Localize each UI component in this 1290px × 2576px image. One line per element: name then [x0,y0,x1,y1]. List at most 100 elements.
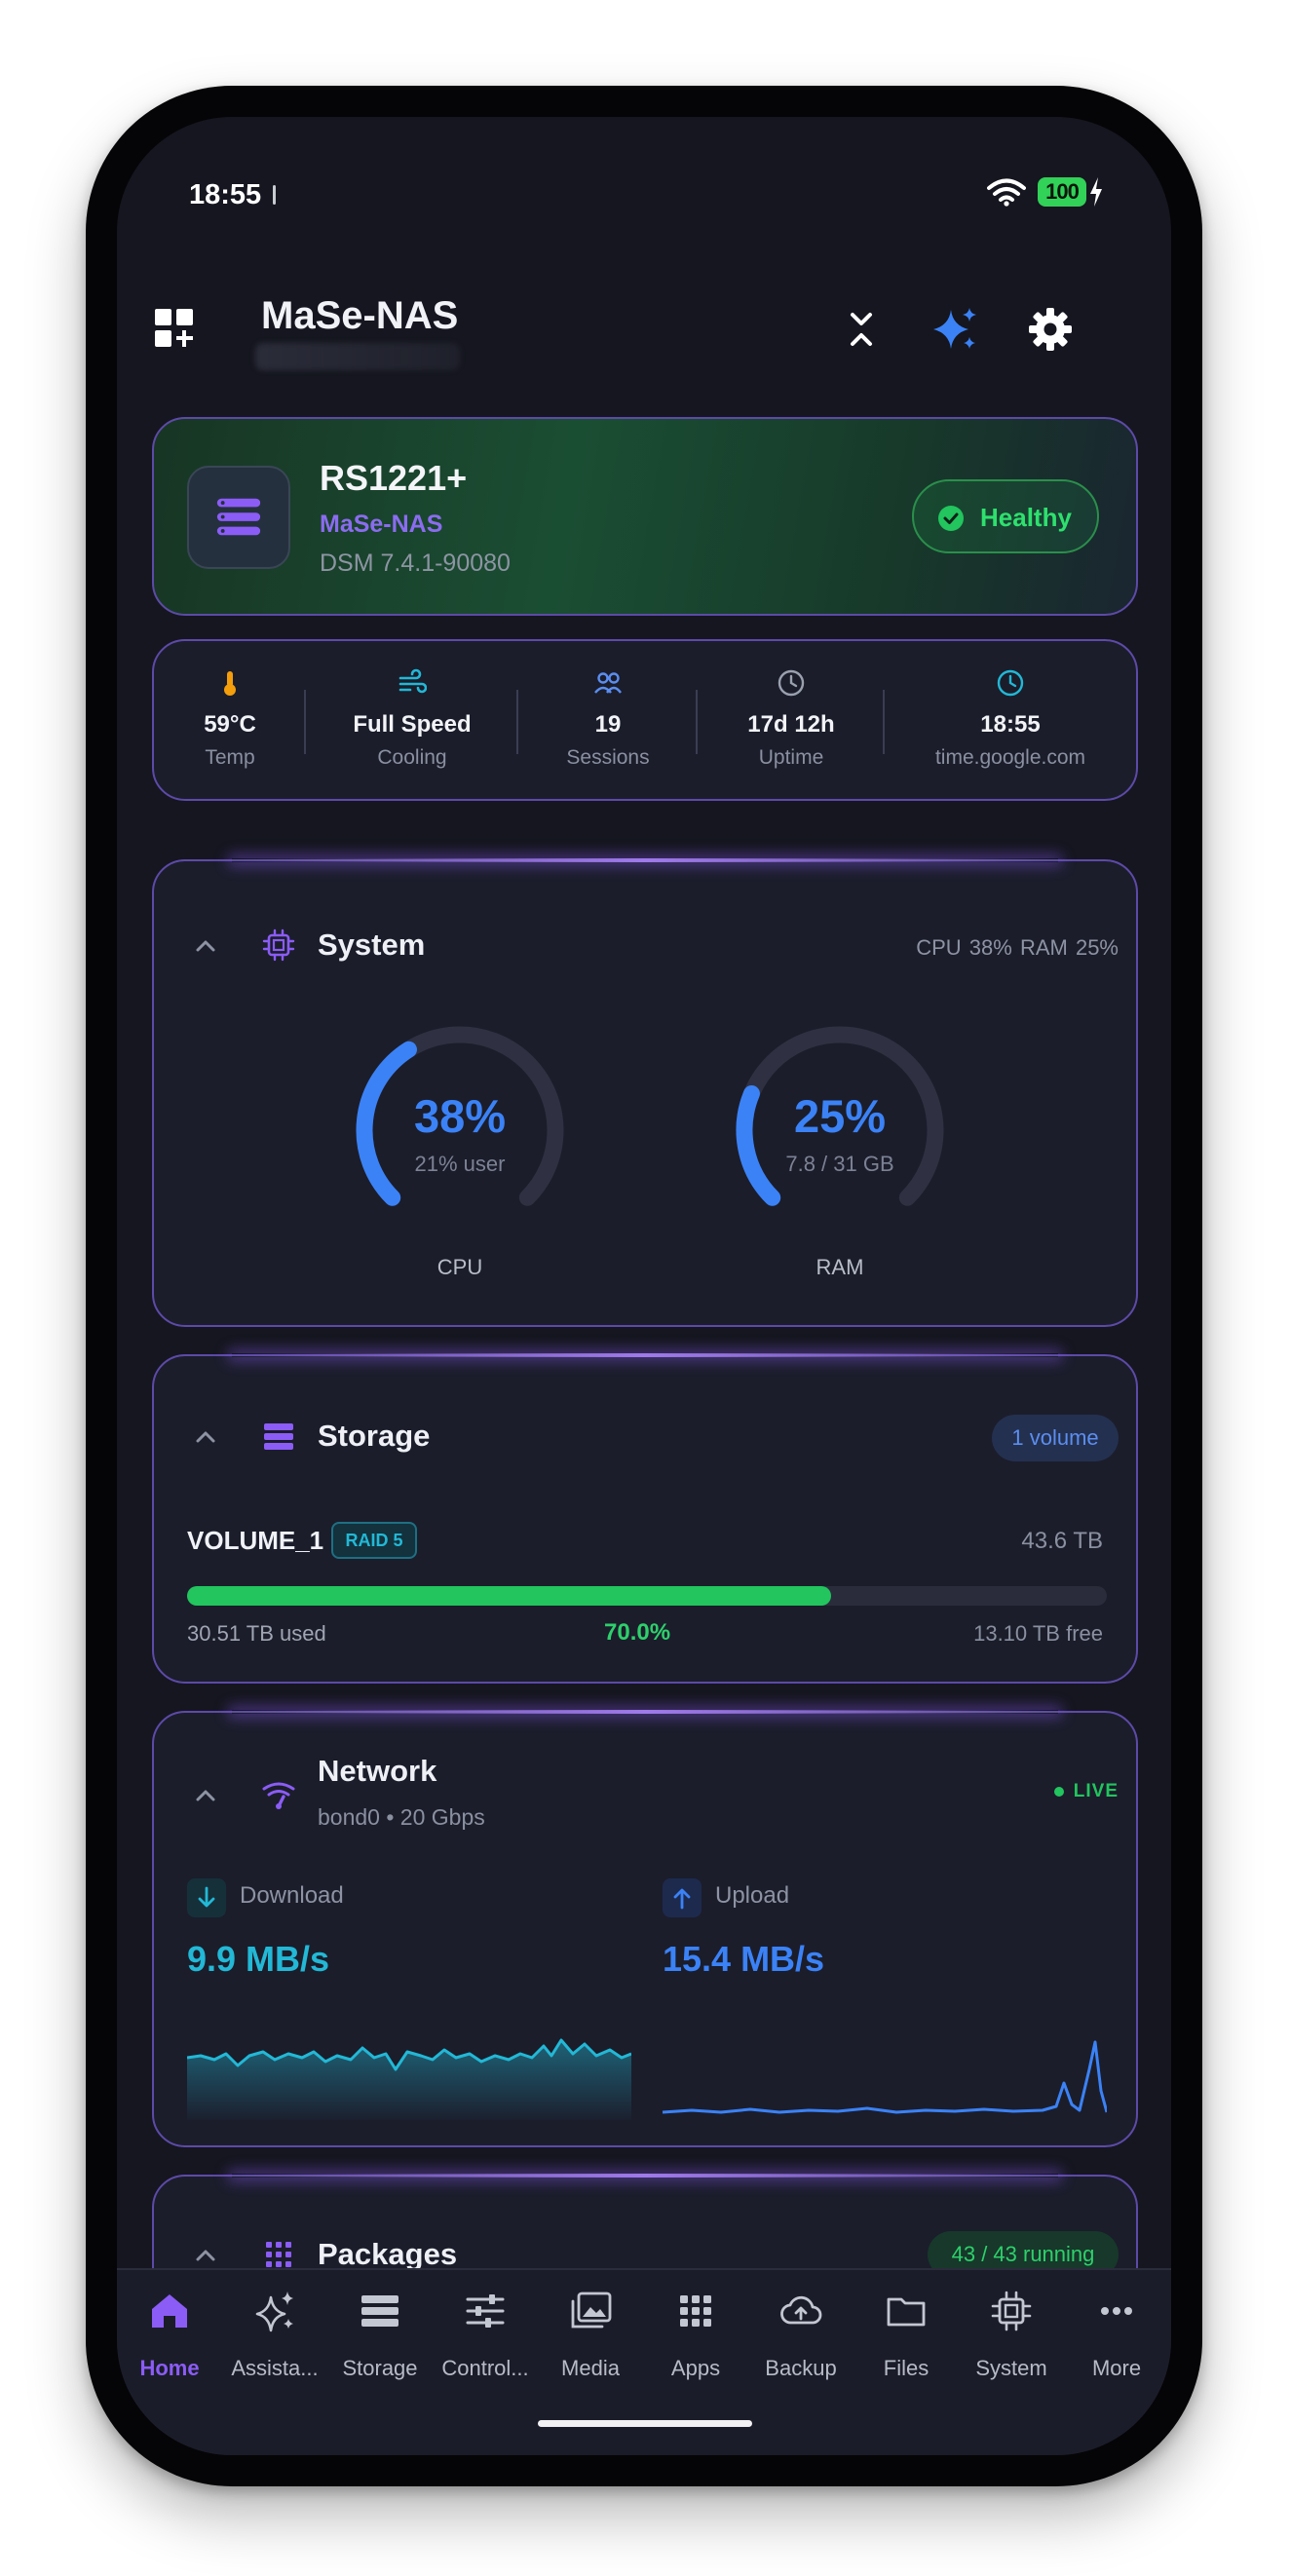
section-title: Packages [318,2237,458,2271]
chevron-up-icon[interactable] [193,1424,218,1450]
nav-label: Files [883,2356,930,2380]
health-status-badge[interactable]: Healthy [912,479,1099,553]
nav-label: System [975,2356,1047,2380]
download-label: Download [240,1882,344,1909]
chevron-up-icon[interactable] [193,2243,218,2268]
collapse-all-icon[interactable] [836,304,887,355]
divider [516,690,518,754]
nav-label: Storage [342,2356,418,2380]
media-icon [571,2292,612,2329]
system-card: System CPU 38% RAM 25% 38% 21% user CPU … [152,858,1138,1327]
divider [883,690,885,754]
chevron-up-icon[interactable] [193,933,218,959]
cpu-label: CPU [436,1255,483,1279]
stat-uptime: 17d 12h Uptime [698,641,885,803]
dsm-version: DSM 7.4.1-90080 [320,549,511,577]
chevron-up-icon[interactable] [193,1783,218,1808]
cloud-upload-icon [780,2295,822,2325]
users-icon [594,672,622,694]
volume-used: 30.51 TB used [187,1621,326,1646]
upload-sparkline [663,2040,1107,2114]
nav-media[interactable]: Media [538,2284,643,2391]
cpu-percent: 38% [413,1090,507,1142]
storage-icon [361,2295,398,2327]
home-indicator[interactable] [538,2420,752,2427]
download-arrow-icon [187,1878,226,1917]
upload-label: Upload [715,1882,790,1909]
clock-icon [778,669,805,697]
ram-percent: 25% [793,1090,887,1142]
stat-value: 18:55 [980,711,1041,738]
quick-stats-card: 59°C Temp Full Speed Cooling 19 Sessions [152,639,1138,801]
redacted-subtitle [255,343,460,370]
stat-ntp-time: 18:55 time.google.com [885,641,1136,803]
stat-value: Full Speed [353,711,472,738]
nav-label: Apps [670,2356,721,2380]
nav-label: More [1091,2356,1142,2380]
stat-label: Uptime [758,746,824,769]
network-signal-icon [262,1782,295,1809]
nav-backup[interactable]: Backup [748,2284,854,2391]
wifi-icon [987,178,1026,207]
page-title: MaSe-NAS [261,294,459,337]
volume-name: VOLUME_1 [187,1526,324,1555]
sparkles-icon [255,2292,293,2332]
nav-apps[interactable]: Apps [643,2284,748,2391]
charging-icon [1090,177,1102,207]
stat-cooling: Full Speed Cooling [306,641,518,803]
upload-rate: 15.4 MB/s [663,1939,825,1979]
stat-value: 17d 12h [747,711,835,738]
cpu-gauge: 38% 21% user [349,1019,571,1241]
nav-control-panel[interactable]: Control... [433,2284,538,2391]
storage-card: Storage 1 volume VOLUME_1 RAID 5 43.6 TB… [152,1353,1138,1684]
live-badge: LIVE [1073,1781,1119,1801]
volume-usage-bar [187,1586,1107,1606]
more-icon [1101,2307,1132,2315]
download-sparkline [187,2038,631,2120]
nav-label: Backup [765,2356,837,2380]
chip-icon [991,2291,1032,2331]
device-model: RS1221+ [320,458,468,498]
app-screen: 18:55 100 MaSe-NAS [117,117,1171,2455]
battery-indicator: 100 [1038,177,1086,207]
sparkles-icon[interactable] [930,304,980,355]
ram-usage: 7.8 / 31 GB [785,1152,894,1176]
add-widget-icon[interactable] [154,308,195,349]
stat-label: Temp [205,746,255,769]
stat-label: Sessions [566,746,650,769]
divider [696,690,698,754]
thermometer-icon [224,671,236,696]
stat-value: 59°C [204,711,256,738]
volume-percent: 70.0% [604,1619,671,1646]
check-circle-icon [938,506,964,531]
volume-usage-fill [187,1586,831,1606]
nav-label: Assista... [231,2356,319,2380]
divider [304,690,306,754]
ram-gauge: 25% 7.8 / 31 GB [729,1019,951,1241]
nav-assistant[interactable]: Assista... [222,2284,327,2391]
nav-home[interactable]: Home [117,2284,222,2391]
volume-count-badge: 1 volume [992,1415,1119,1461]
device-name: MaSe-NAS [320,511,443,538]
device-card[interactable]: RS1221+ MaSe-NAS DSM 7.4.1-90080 Healthy [152,417,1138,616]
apps-grid-icon [266,2242,291,2267]
cpu-chip-icon [262,928,295,962]
bottom-nav: Home Assista... Storage [117,2268,1171,2455]
clock-icon [997,669,1024,697]
nav-system[interactable]: System [959,2284,1064,2391]
folder-icon [887,2297,926,2327]
nav-more[interactable]: More [1064,2284,1169,2391]
fan-wind-icon [398,668,427,694]
volume-free: 13.10 TB free [973,1621,1103,1646]
nav-storage[interactable]: Storage [327,2284,433,2391]
upload-arrow-icon [663,1878,702,1917]
nav-files[interactable]: Files [854,2284,959,2391]
home-icon [152,2294,187,2328]
raid-badge: RAID 5 [331,1522,417,1559]
stat-label: Cooling [377,746,447,769]
settings-gear-icon[interactable] [1025,304,1076,355]
stat-sessions: 19 Sessions [518,641,698,803]
nav-label: Media [561,2356,620,2380]
stat-label: time.google.com [934,746,1086,769]
nav-label: Control... [441,2356,529,2380]
